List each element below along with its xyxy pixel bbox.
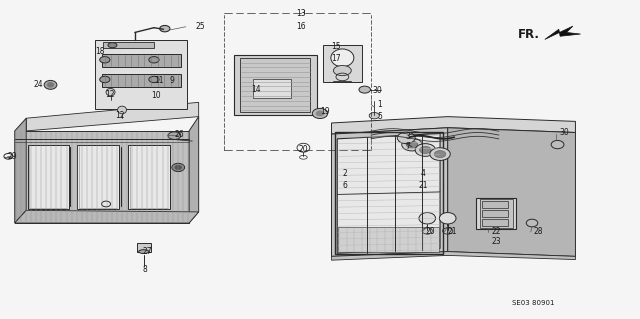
Bar [253, 78, 291, 98]
Ellipse shape [106, 88, 115, 96]
Ellipse shape [118, 106, 127, 114]
Text: 29: 29 [7, 152, 17, 161]
Text: 22: 22 [491, 227, 500, 236]
Text: SE03 80901: SE03 80901 [511, 300, 554, 306]
Bar [234, 55, 317, 115]
Bar [482, 210, 508, 217]
Text: 20: 20 [298, 145, 308, 154]
Text: 30: 30 [372, 86, 382, 95]
Ellipse shape [44, 80, 57, 89]
Ellipse shape [440, 212, 456, 224]
Polygon shape [337, 133, 440, 253]
Polygon shape [332, 252, 575, 260]
Text: 12: 12 [105, 90, 115, 99]
Text: 5: 5 [378, 112, 382, 121]
Ellipse shape [359, 86, 371, 93]
Ellipse shape [435, 151, 446, 158]
Bar [476, 197, 516, 229]
Ellipse shape [402, 138, 422, 151]
Polygon shape [95, 41, 187, 109]
Text: 30: 30 [559, 128, 569, 137]
Text: 9: 9 [170, 76, 175, 85]
Polygon shape [15, 131, 189, 223]
Text: 28: 28 [534, 227, 543, 236]
Text: 23: 23 [491, 237, 500, 246]
Ellipse shape [175, 166, 181, 169]
Text: 2: 2 [342, 169, 347, 178]
Ellipse shape [108, 43, 117, 48]
Ellipse shape [397, 132, 415, 144]
Text: 8: 8 [143, 264, 147, 274]
Text: 3: 3 [406, 132, 410, 141]
Polygon shape [332, 117, 575, 134]
Bar [103, 42, 154, 48]
Polygon shape [102, 74, 180, 87]
Ellipse shape [526, 219, 538, 227]
Bar [129, 145, 170, 209]
Ellipse shape [331, 49, 354, 67]
Ellipse shape [47, 83, 54, 87]
Text: 4: 4 [420, 169, 425, 178]
Text: 19: 19 [320, 108, 330, 116]
Ellipse shape [420, 146, 431, 153]
Text: 20: 20 [426, 227, 435, 236]
Ellipse shape [333, 65, 351, 76]
Bar [335, 132, 443, 255]
Bar [240, 58, 310, 112]
Text: 24: 24 [34, 80, 44, 89]
Text: FR.: FR. [518, 27, 540, 41]
Polygon shape [15, 118, 26, 223]
Polygon shape [189, 117, 198, 223]
Ellipse shape [149, 56, 159, 63]
Ellipse shape [551, 140, 564, 149]
Ellipse shape [160, 26, 170, 32]
Polygon shape [26, 102, 198, 131]
Text: 10: 10 [152, 92, 161, 100]
Ellipse shape [149, 76, 159, 83]
Bar [28, 145, 69, 209]
Text: 26: 26 [174, 130, 184, 139]
Ellipse shape [430, 148, 451, 160]
Text: 12: 12 [116, 111, 125, 120]
Ellipse shape [139, 250, 149, 254]
Polygon shape [102, 54, 180, 67]
Bar [479, 199, 513, 228]
Text: 21: 21 [448, 227, 457, 236]
Ellipse shape [172, 163, 184, 172]
Text: 17: 17 [332, 54, 341, 63]
Text: 6: 6 [342, 181, 348, 190]
Text: 27: 27 [143, 247, 152, 256]
Ellipse shape [312, 108, 328, 119]
Ellipse shape [369, 113, 380, 119]
Text: 18: 18 [95, 47, 105, 56]
Bar [77, 145, 119, 209]
Ellipse shape [316, 111, 324, 116]
Ellipse shape [100, 76, 110, 83]
Ellipse shape [168, 132, 180, 139]
Text: 21: 21 [419, 181, 429, 190]
Bar [323, 45, 362, 82]
Text: 16: 16 [296, 22, 305, 31]
Polygon shape [15, 210, 198, 223]
Polygon shape [545, 26, 580, 40]
Text: 1: 1 [378, 100, 382, 109]
Ellipse shape [415, 144, 436, 156]
Text: 11: 11 [154, 76, 163, 85]
Bar [482, 219, 508, 226]
Bar [137, 243, 151, 252]
Text: 25: 25 [195, 22, 205, 31]
Text: 7: 7 [406, 142, 410, 151]
Ellipse shape [406, 141, 418, 148]
Ellipse shape [419, 212, 436, 224]
Text: 13: 13 [296, 9, 305, 18]
Ellipse shape [100, 56, 110, 63]
Text: 15: 15 [332, 42, 341, 51]
Polygon shape [332, 128, 448, 256]
Text: 14: 14 [252, 85, 261, 94]
Polygon shape [448, 128, 575, 256]
Bar [338, 227, 439, 252]
Bar [482, 201, 508, 208]
